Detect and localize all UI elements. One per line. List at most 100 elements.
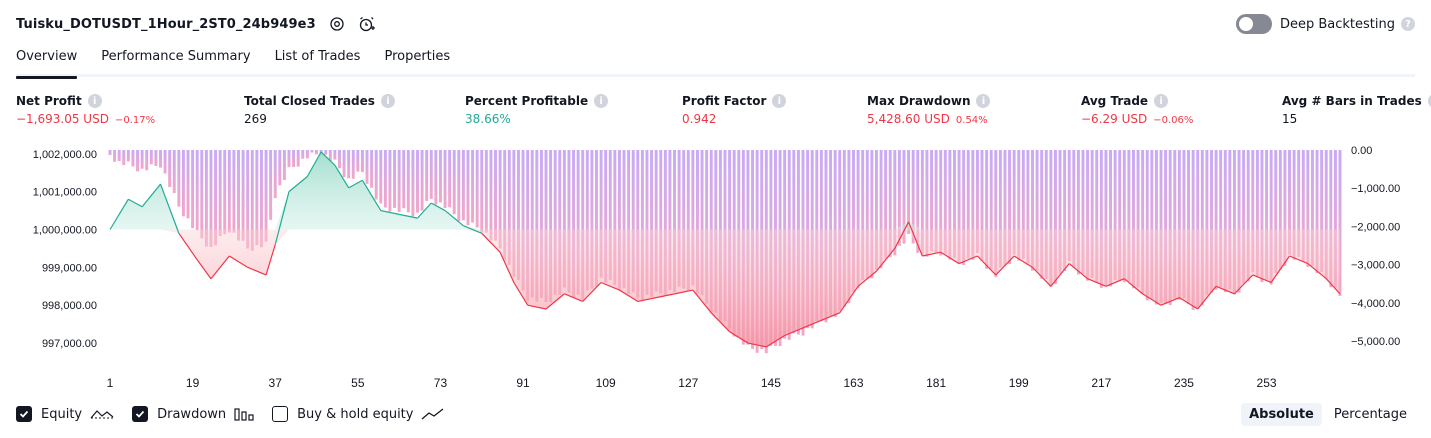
legend-equity[interactable]: Equity (16, 406, 114, 422)
drawdown-bar (1132, 150, 1135, 289)
absolute-button[interactable]: Absolute (1241, 402, 1322, 426)
drawdown-bar (214, 150, 218, 246)
drawdown-bar (113, 150, 117, 162)
drawdown-bar (181, 150, 185, 217)
info-icon[interactable]: i (976, 94, 991, 108)
deep-backtesting-toggle[interactable] (1235, 14, 1272, 34)
drawdown-bar (237, 150, 240, 241)
drawdown-bar (911, 150, 915, 244)
drawdown-bar (448, 150, 452, 208)
drawdown-bar (1292, 150, 1296, 260)
equity-line-segment (265, 244, 276, 276)
info-icon[interactable]: i (1154, 94, 1169, 108)
tab-overview[interactable]: Overview (16, 44, 78, 79)
drawdown-bar (902, 150, 906, 244)
legend-drawdown[interactable]: Drawdown (132, 406, 254, 422)
equity-line-segment (1234, 274, 1254, 295)
right-axis-tick: −2,000.00 (1351, 221, 1400, 233)
drawdown-bar (842, 150, 846, 307)
metric-value: 15 (1282, 112, 1298, 126)
scale-mode-switch: Absolute Percentage (1237, 402, 1415, 426)
drawdown-bar (443, 150, 447, 209)
drawdown-bar (535, 150, 539, 302)
drawdown-bar (572, 150, 576, 298)
x-axis-tick: 253 (1257, 376, 1277, 390)
settings-icon[interactable] (328, 15, 346, 33)
drawdown-bar (328, 150, 332, 161)
equity-line-segment (976, 255, 997, 276)
drawdown-bar (1320, 150, 1324, 273)
metric-value: −1,693.05 USD (16, 112, 109, 126)
drawdown-bar (1008, 150, 1012, 265)
buy-hold-checkbox[interactable] (272, 406, 289, 422)
equity-line-segment (1215, 285, 1235, 295)
drawdown-bar (273, 150, 277, 199)
help-icon[interactable]: ? (1401, 17, 1415, 31)
drawdown-bar (292, 150, 296, 167)
equity-line-segment (109, 198, 129, 230)
equity-line-icon (90, 407, 114, 421)
drawdown-bar (645, 150, 649, 295)
info-icon[interactable]: i (87, 94, 102, 108)
tab-list-of-trades[interactable]: List of Trades (274, 49, 361, 64)
equity-line-segment (334, 164, 350, 189)
drawdown-bar (530, 150, 534, 298)
drawdown-bar (136, 150, 140, 172)
equity-line-segment (481, 232, 501, 253)
tab-performance-summary[interactable]: Performance Summary (101, 49, 251, 64)
info-icon[interactable]: i (1427, 94, 1431, 108)
drawdown-bar (1274, 150, 1278, 274)
drawdown-bar (595, 150, 598, 287)
drawdown-bar (1297, 150, 1301, 257)
info-icon[interactable]: i (772, 94, 787, 108)
drawdown-bar (494, 150, 497, 241)
drawdown-checkbox[interactable] (132, 406, 149, 422)
drawdown-bar (342, 150, 346, 178)
drawdown-bar (1173, 150, 1177, 299)
equity-line-segment (600, 281, 620, 291)
drawdown-bar (682, 150, 686, 289)
equity-line-segment (229, 255, 249, 268)
equity-line-segment (1325, 278, 1341, 295)
drawdown-bar (383, 150, 387, 208)
drawdown-bar (278, 150, 282, 186)
equity-line-segment (1160, 297, 1180, 306)
legend-buy-hold[interactable]: Buy & hold equity (272, 406, 445, 422)
x-axis-tick: 217 (1091, 376, 1111, 390)
x-axis-tick: 163 (843, 376, 863, 390)
drawdown-bar (315, 150, 318, 155)
drawdown-bar (411, 150, 415, 217)
equity-line-segment (958, 255, 978, 265)
add-alert-icon[interactable] (358, 15, 376, 33)
equity-checkbox[interactable] (16, 406, 32, 422)
drawdown-bar (1338, 150, 1342, 296)
equity-line-segment (178, 232, 198, 261)
drawdown-bar (282, 150, 286, 181)
drawdown-bar (1177, 150, 1181, 300)
drawdown-bar (1251, 150, 1255, 273)
drawdown-bar (939, 150, 943, 256)
drawdown-bar (241, 150, 245, 241)
drawdown-bar (310, 150, 314, 153)
metric-value: −6.29 USD (1081, 112, 1148, 126)
drawdown-bar (1228, 150, 1232, 290)
drawdown-bar (654, 150, 658, 292)
drawdown-bar (1246, 150, 1250, 282)
drawdown-bar (168, 150, 172, 188)
drawdown-bar (1269, 150, 1273, 285)
right-axis-tick: −1,000.00 (1351, 183, 1400, 195)
drawdown-bar (916, 150, 920, 253)
percentage-button[interactable]: Percentage (1333, 406, 1407, 422)
metric-label: Avg # Bars in Trades (1282, 94, 1422, 108)
drawdown-bar (650, 150, 654, 297)
drawdown-bar (1260, 150, 1264, 283)
info-icon[interactable]: i (594, 94, 609, 108)
drawdown-bar (503, 150, 507, 261)
info-icon[interactable]: i (380, 94, 395, 108)
drawdown-bar (1306, 150, 1310, 267)
drawdown-bar (1159, 150, 1163, 303)
equity-line-segment (1270, 255, 1291, 283)
drawdown-bar (553, 150, 557, 295)
tab-properties[interactable]: Properties (384, 49, 451, 64)
drawdown-bar (466, 150, 470, 226)
